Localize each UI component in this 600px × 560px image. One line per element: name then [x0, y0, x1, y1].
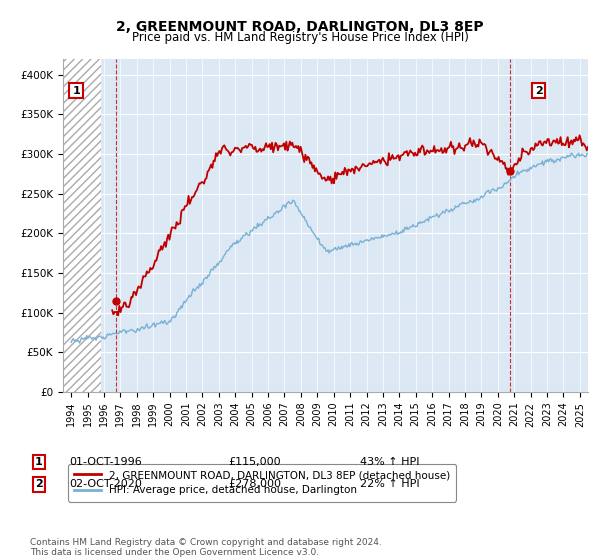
Text: 1: 1 [35, 457, 43, 467]
Text: 2: 2 [35, 479, 43, 489]
Text: 02-OCT-2020: 02-OCT-2020 [69, 479, 142, 489]
Text: 2: 2 [535, 86, 542, 96]
Text: £278,000: £278,000 [228, 479, 281, 489]
Bar [63, 59, 101, 392]
Text: 22% ↑ HPI: 22% ↑ HPI [360, 479, 419, 489]
Text: Price paid vs. HM Land Registry's House Price Index (HPI): Price paid vs. HM Land Registry's House … [131, 31, 469, 44]
Text: 01-OCT-1996: 01-OCT-1996 [69, 457, 142, 467]
Text: 1: 1 [72, 86, 80, 96]
Text: Contains HM Land Registry data © Crown copyright and database right 2024.
This d: Contains HM Land Registry data © Crown c… [30, 538, 382, 557]
Text: 43% ↑ HPI: 43% ↑ HPI [360, 457, 419, 467]
Legend: 2, GREENMOUNT ROAD, DARLINGTON, DL3 8EP (detached house), HPI: Average price, de: 2, GREENMOUNT ROAD, DARLINGTON, DL3 8EP … [68, 464, 457, 502]
Text: 2, GREENMOUNT ROAD, DARLINGTON, DL3 8EP: 2, GREENMOUNT ROAD, DARLINGTON, DL3 8EP [116, 20, 484, 34]
Text: £115,000: £115,000 [228, 457, 281, 467]
